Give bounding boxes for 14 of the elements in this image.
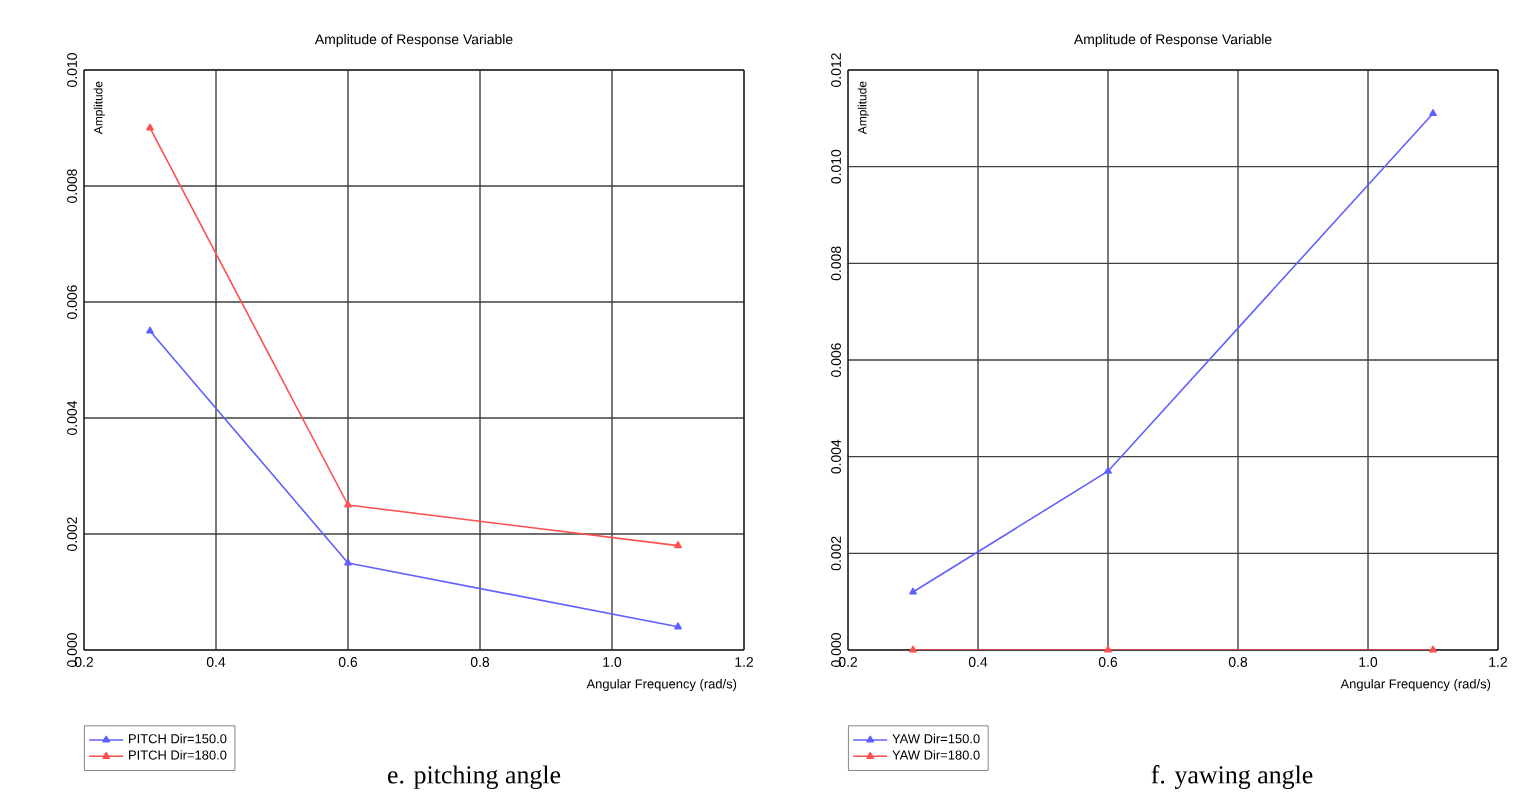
point [344, 500, 352, 508]
point [909, 587, 917, 595]
point [674, 541, 682, 549]
point [1429, 109, 1437, 117]
text: e. pitching angle [387, 765, 561, 789]
point [344, 558, 352, 566]
point [909, 645, 917, 653]
point [146, 326, 154, 334]
point [1104, 466, 1112, 474]
text: f. yawing angle [1151, 765, 1313, 789]
point [674, 622, 682, 630]
point [1429, 645, 1437, 653]
point [1104, 645, 1112, 653]
point [146, 123, 154, 131]
